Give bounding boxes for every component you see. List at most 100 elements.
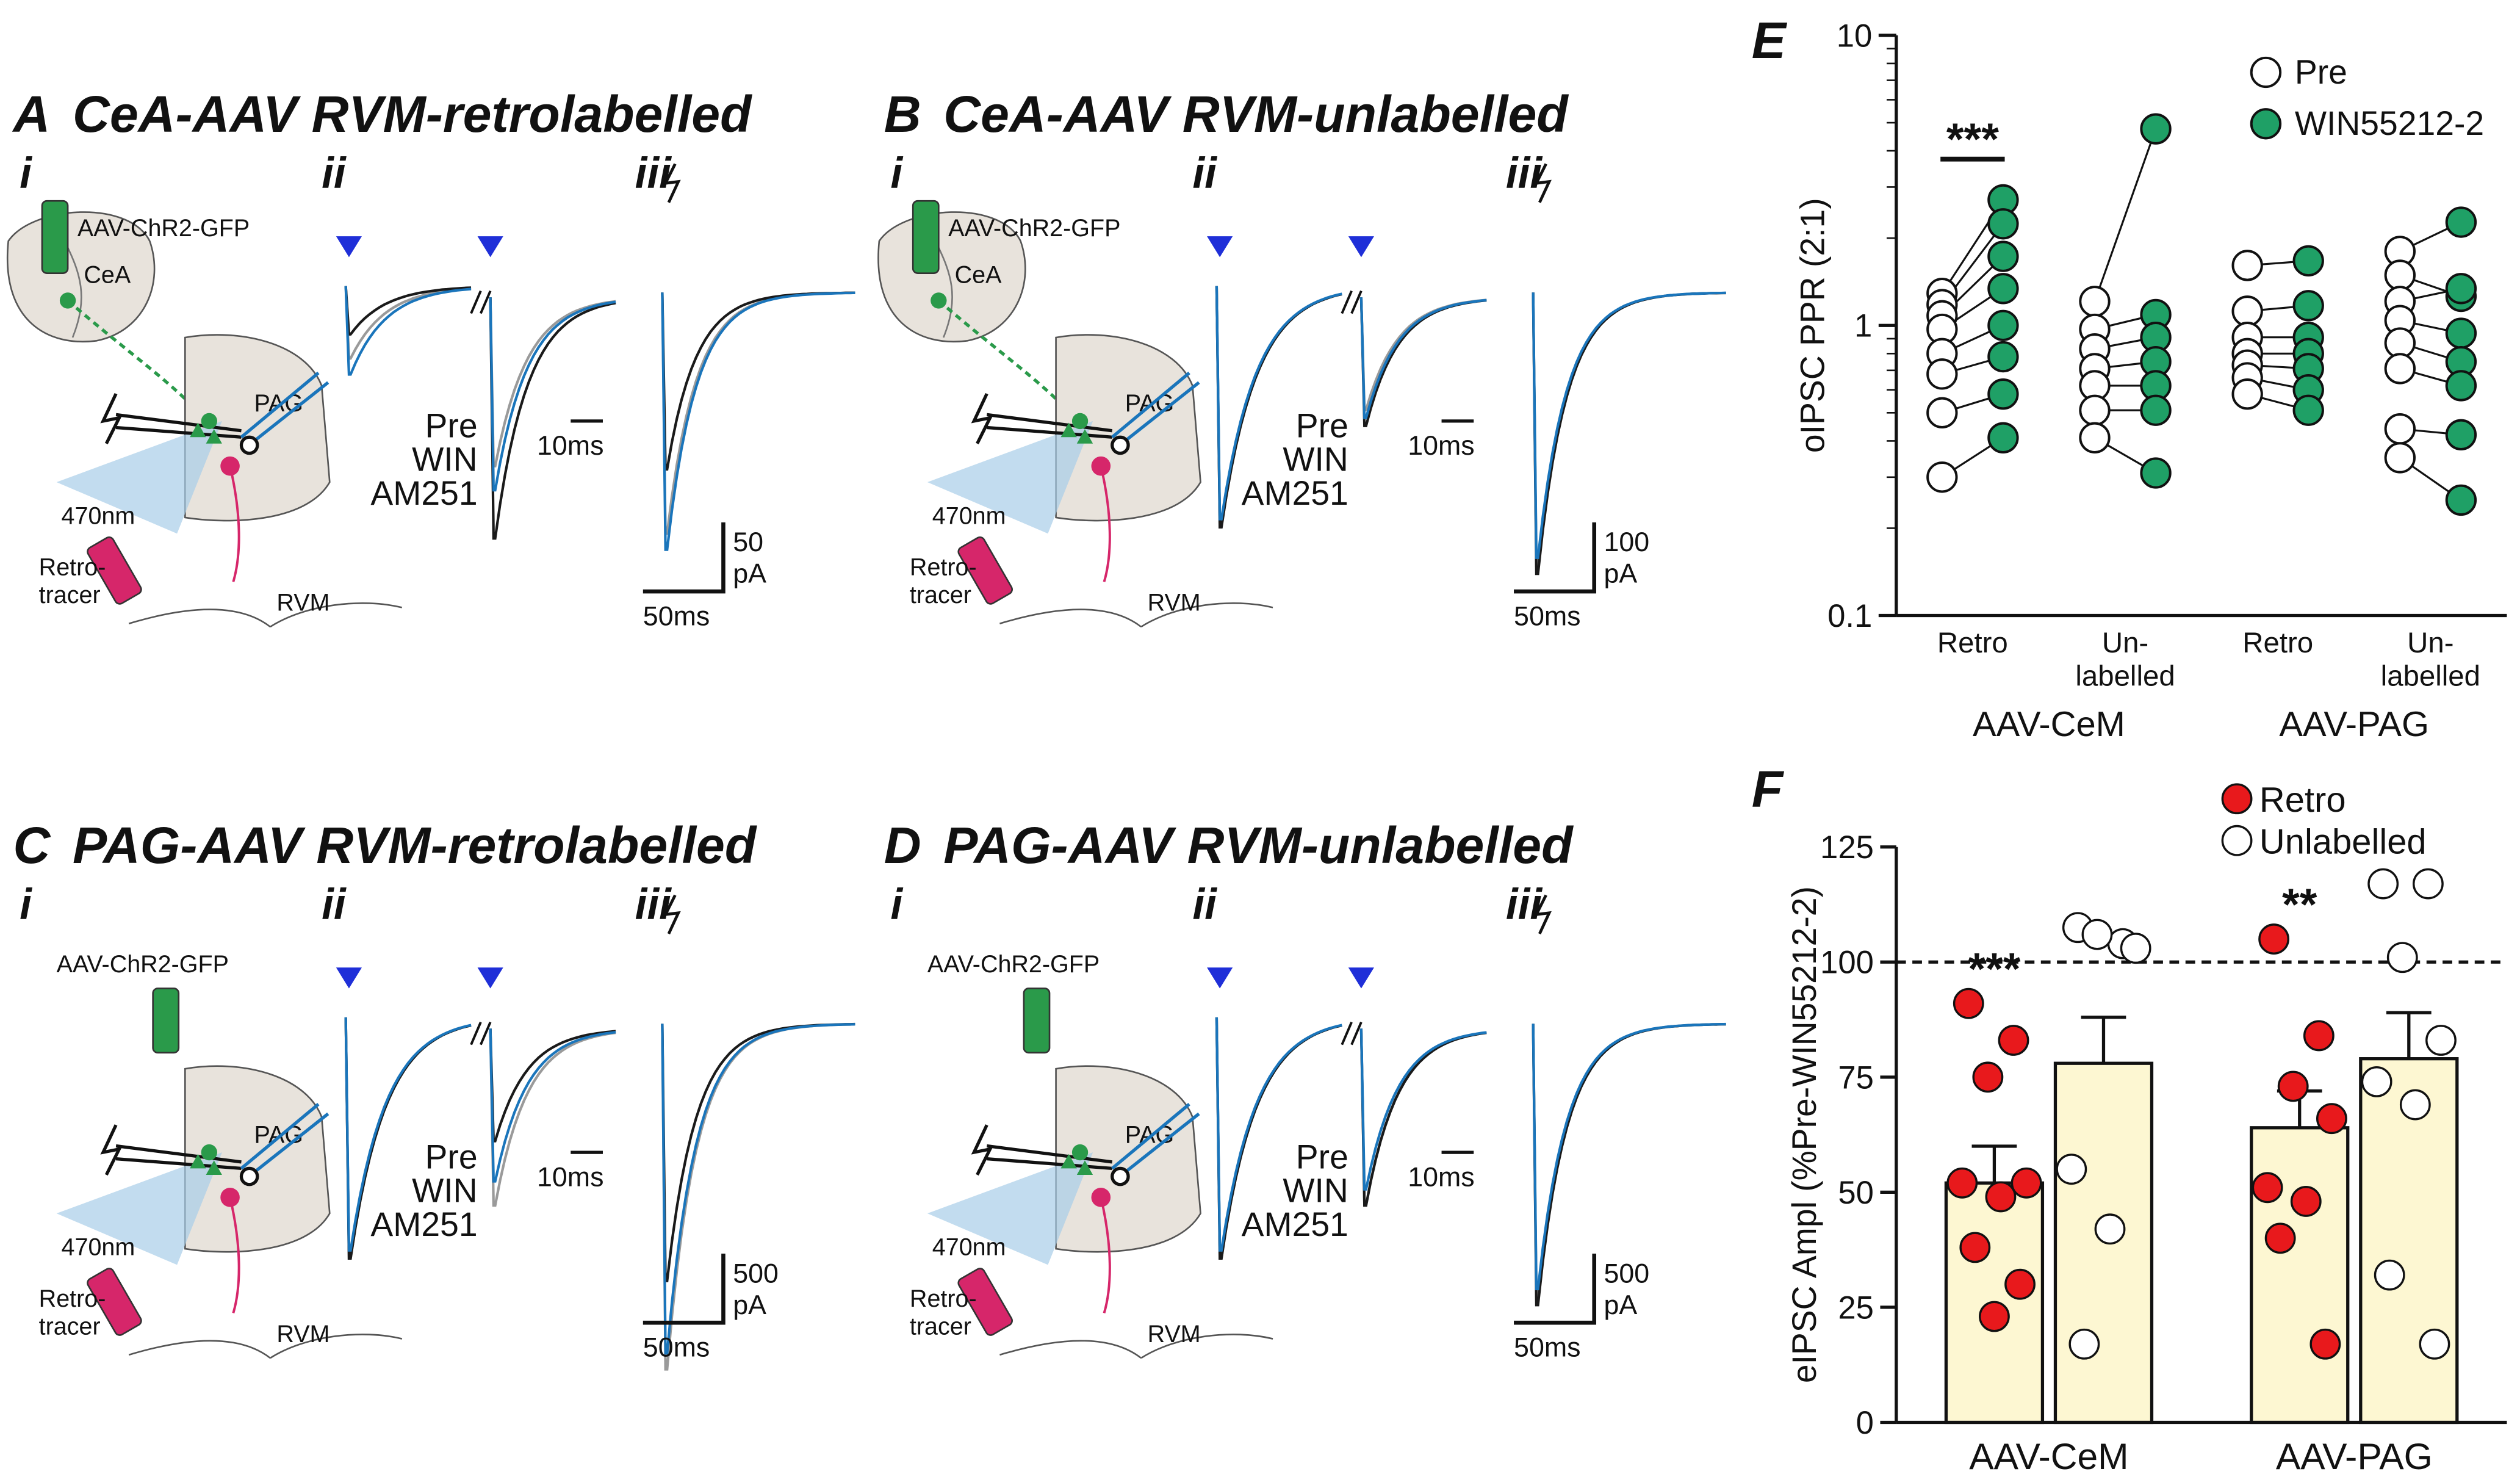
amp-scale-label: 100 pA [1604, 527, 1650, 588]
amp-scale-bar [643, 522, 725, 594]
panel-letter: F [1752, 760, 1785, 818]
virus-label: AAV-ChR2-GFP [77, 215, 250, 242]
pag-region [1055, 1065, 1201, 1253]
point [2079, 286, 2111, 317]
y-tick-label: 125 [1820, 829, 1874, 865]
point [2445, 273, 2477, 305]
syringe [152, 988, 180, 1054]
point [2374, 1259, 2405, 1291]
trace [1532, 1023, 1726, 1299]
legend-label: Pre [2295, 53, 2347, 91]
point [2140, 457, 2172, 489]
panel-title: CeA-AAV RVM-unlabelled [943, 85, 1569, 143]
time-scale-label: 50ms [643, 1332, 710, 1363]
point [1926, 461, 1958, 493]
legend-marker [2221, 825, 2253, 856]
point [2292, 394, 2324, 426]
point [2277, 1071, 2309, 1102]
trace-legend: Pre [425, 406, 478, 444]
panel-letter: B [884, 85, 921, 143]
point [2011, 1167, 2042, 1199]
time-scale-label: 10ms [537, 1161, 603, 1192]
terminal [201, 413, 217, 430]
syringe [41, 200, 69, 274]
subpanel-label: i [20, 881, 32, 929]
trace-legend: WIN [1283, 441, 1348, 478]
point [1959, 1232, 1991, 1263]
y-tick-label: 100 [1820, 945, 1874, 981]
light-pulse [1348, 967, 1374, 989]
panel-title: PAG-AAV RVM-retrolabelled [73, 817, 757, 874]
time-scale-label: 10ms [1408, 430, 1474, 461]
point [1987, 422, 2019, 453]
x-tick-label: Un-labelled [2381, 627, 2480, 693]
electrode [115, 413, 242, 439]
point [2445, 484, 2477, 516]
time-scale-label: 10ms [537, 430, 603, 461]
electrode [115, 1144, 242, 1171]
trace [661, 291, 855, 551]
trace-legend: WIN [1283, 1172, 1348, 1210]
axis-break [1341, 290, 1363, 314]
axis-break [470, 1021, 492, 1045]
point [2094, 1213, 2126, 1245]
point [1979, 1301, 2010, 1332]
virus-label: AAV-ChR2-GFP [948, 215, 1120, 242]
y-tick-label: 0.1 [1827, 598, 1872, 634]
y-tick-label: 1 [1854, 308, 1872, 344]
subpanel-label: iii [635, 150, 672, 198]
point [2079, 394, 2111, 426]
trace-legend: Pre [1296, 406, 1348, 444]
time-scale-label: 50ms [1514, 1332, 1580, 1363]
panel-title: PAG-AAV RVM-unlabelled [943, 817, 1574, 874]
y-axis-label: eIPSC Ampl (%Pre-WIN55212-2) [1785, 886, 1823, 1383]
region-line [63, 240, 82, 338]
stimulus-icon [663, 894, 681, 934]
x-tick-label: AAV-CeM [1969, 1435, 2128, 1477]
amp-scale-label: 500 pA [1604, 1258, 1650, 1320]
amp-scale-label: 500 pA [733, 1258, 779, 1320]
rvm-label: RVM [276, 590, 329, 616]
panel-title: CeA-AAV RVM-retrolabelled [73, 85, 752, 143]
subpanel-label: iii [635, 881, 672, 929]
point [2120, 933, 2151, 964]
point [2361, 1066, 2392, 1097]
retro-axon [1100, 1197, 1111, 1313]
point [2258, 923, 2290, 955]
trace [661, 1023, 855, 1355]
y-tick-label: 50 [1838, 1175, 1874, 1211]
y-tick-label: 10 [1837, 18, 1873, 54]
legend-marker [2250, 56, 2282, 88]
trace [344, 286, 616, 540]
terminals [1060, 1154, 1093, 1175]
axis-break [1341, 1021, 1363, 1045]
rvm-outline [999, 1334, 1273, 1359]
legend-label: Retro [2259, 781, 2346, 820]
trace-legend: AM251 [370, 474, 477, 512]
point [2419, 1328, 2450, 1360]
point [2231, 295, 2263, 327]
time-scale-label: 50ms [1514, 601, 1580, 631]
light-pulse [477, 967, 503, 989]
trace [1532, 291, 1726, 559]
subpanel-label: i [890, 881, 903, 929]
subpanel-label: ii [1192, 150, 1217, 198]
time-scale-label: 50ms [643, 601, 710, 631]
target-label: PAG [1125, 390, 1174, 417]
pipette [1111, 371, 1200, 445]
light-pulse [1207, 967, 1233, 989]
point [1987, 341, 2019, 373]
stimulus-icon [100, 393, 123, 444]
pipette [240, 1103, 329, 1177]
y-tick-label: 0 [1856, 1405, 1874, 1441]
point [2412, 868, 2444, 900]
y-axis-label: oIPSC PPR (2:1) [1793, 198, 1831, 453]
point [2445, 370, 2477, 402]
point [2399, 1089, 2431, 1121]
amp-scale-bar [1514, 522, 1597, 594]
tracer-syringe [87, 1268, 142, 1336]
trace-legend: Pre [425, 1138, 478, 1175]
panel-letter: E [1752, 12, 1788, 69]
